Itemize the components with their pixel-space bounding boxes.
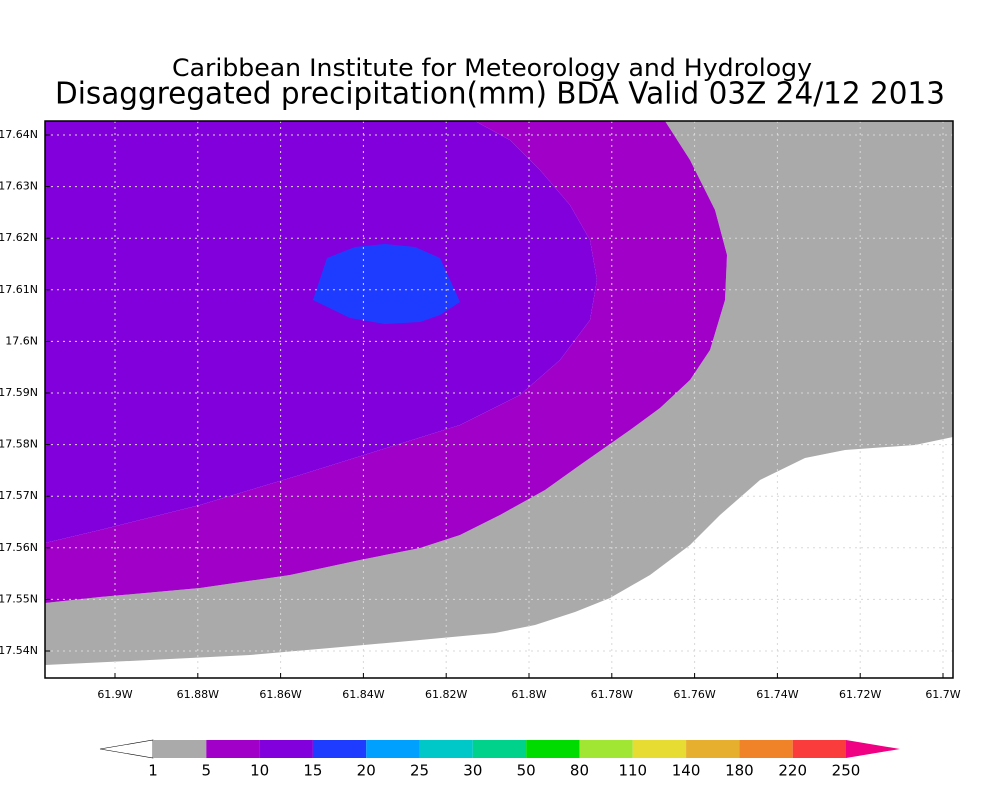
x-tick-label: 61.86W	[259, 688, 301, 701]
precip-region	[45, 121, 597, 543]
plot-area	[45, 121, 953, 678]
x-tick-label: 61.82W	[425, 688, 467, 701]
colorbar-label: 25	[410, 762, 429, 780]
x-tick-label: 61.7W	[925, 688, 960, 701]
colorbar-label: 5	[202, 762, 212, 780]
colorbar-box	[259, 740, 313, 758]
colorbar-label: 50	[517, 762, 536, 780]
colorbar-box	[686, 740, 740, 758]
y-tick-label: 17.55N	[0, 592, 38, 605]
colorbar-box	[579, 740, 633, 758]
colorbar-box	[206, 740, 260, 758]
y-tick-label: 17.57N	[0, 489, 38, 502]
x-tick-label: 61.76W	[673, 688, 715, 701]
x-tick-label: 61.84W	[342, 688, 384, 701]
colorbar-label: 1	[148, 762, 158, 780]
axes: 61.9W 61.88W 61.86W 61.84W 61.82W 61.8W 61.78W…	[0, 121, 961, 701]
colorbar-box	[739, 740, 793, 758]
y-tick-label: 17.54N	[0, 644, 38, 657]
x-tick-label: 61.9W	[97, 688, 132, 701]
colorbar-label: 250	[832, 762, 861, 780]
y-tick-label: 17.56N	[0, 541, 38, 554]
colorbar-arrow	[846, 740, 900, 758]
colorbar-label: 110	[618, 762, 647, 780]
colorbar-label: 20	[357, 762, 376, 780]
colorbar-label: 180	[725, 762, 754, 780]
colorbar-label: 80	[570, 762, 589, 780]
colorbar-label: 30	[463, 762, 482, 780]
colorbar-box	[312, 740, 367, 758]
colorbar-arrow	[99, 739, 154, 759]
precip-region	[45, 121, 727, 603]
precip-region	[313, 244, 460, 324]
colorbar-box	[366, 740, 420, 758]
colorbar: 1 5 10 15 20 25 30 50 80 110 140 180 220 250	[99, 739, 900, 780]
colorbar-label: 140	[672, 762, 701, 780]
x-tick-label: 61.78W	[591, 688, 633, 701]
colorbar-box	[472, 740, 527, 758]
y-tick-label: 17.63N	[0, 180, 38, 193]
colorbar-box	[419, 740, 473, 758]
x-tick-label: 61.74W	[756, 688, 798, 701]
y-tick-label: 17.61N	[0, 283, 38, 296]
y-tick-label: 17.62N	[0, 231, 38, 244]
colorbar-label: 10	[250, 762, 269, 780]
y-tick-label: 17.58N	[0, 438, 38, 451]
title: Caribbean Institute for Meteorology and …	[172, 54, 812, 82]
colorbar-box	[526, 740, 580, 758]
x-tick-label: 61.72W	[839, 688, 881, 701]
colorbar-box	[153, 740, 207, 758]
x-tick-label: 61.88W	[177, 688, 219, 701]
colorbar-label: 220	[778, 762, 807, 780]
x-tick-label: 61.8W	[511, 688, 546, 701]
y-tick-label: 17.64N	[0, 128, 38, 141]
y-tick-label: 17.6N	[5, 334, 38, 347]
subtitle: Disaggregated precipitation(mm) BDA Vali…	[55, 77, 945, 112]
y-tick-label: 17.59N	[0, 386, 38, 399]
plot-frame	[44, 120, 954, 679]
colorbar-box	[632, 740, 687, 758]
colorbar-box	[792, 740, 846, 758]
colorbar-label: 15	[303, 762, 322, 780]
